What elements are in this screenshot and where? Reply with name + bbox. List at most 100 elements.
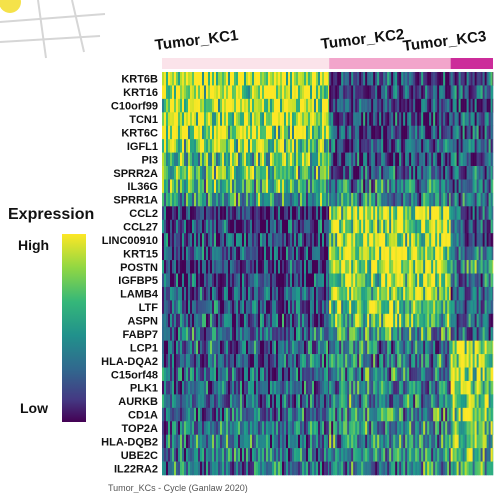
heatmap-cell (437, 139, 440, 153)
heatmap-cell (423, 300, 426, 315)
heatmap-cell (429, 112, 432, 127)
heatmap-cell (216, 179, 219, 194)
heatmap-cell (306, 273, 309, 288)
heatmap-cell (341, 246, 344, 261)
heatmap-cell (166, 313, 169, 328)
heatmap-cell (345, 367, 348, 382)
heatmap-cell (391, 139, 394, 153)
heatmap-cell (278, 246, 281, 261)
heatmap-cell (292, 273, 295, 288)
heatmap-cell (240, 98, 243, 113)
heatmap-cell (184, 367, 187, 382)
heatmap-cell (407, 461, 410, 476)
heatmap-cell (204, 85, 207, 100)
heatmap-cell (188, 112, 191, 127)
heatmap-cell (458, 166, 461, 180)
heatmap-cell (316, 394, 319, 409)
heatmap-cell (312, 166, 315, 180)
heatmap-cell (286, 219, 289, 234)
heatmap-cell (164, 112, 167, 127)
heatmap-cell (474, 300, 477, 315)
heatmap-cell (387, 192, 390, 207)
heatmap-cell (335, 367, 338, 382)
heatmap-cell (286, 233, 289, 247)
heatmap-cell (270, 354, 273, 368)
heatmap-cell (252, 125, 255, 140)
heatmap-cell (395, 152, 398, 167)
heatmap-cell (176, 72, 179, 86)
heatmap-cell (178, 273, 181, 288)
heatmap-cell (445, 367, 448, 382)
heatmap-cell (375, 179, 378, 194)
heatmap-cell (447, 380, 450, 395)
heatmap-cell (343, 125, 346, 140)
heatmap-cell (385, 72, 388, 86)
heatmap-cell (264, 327, 267, 341)
heatmap-cell (174, 367, 177, 382)
heatmap-cell (361, 394, 364, 409)
heatmap-cell (246, 313, 249, 328)
heatmap-cell (429, 273, 432, 288)
heatmap-cell (335, 179, 338, 194)
heatmap-cell (178, 260, 181, 274)
heatmap-cell (224, 380, 227, 395)
heatmap-cell (425, 98, 428, 113)
heatmap-cell (403, 233, 406, 247)
heatmap-cell (296, 394, 299, 409)
heatmap-cell (492, 206, 494, 221)
heatmap-cell (429, 179, 432, 194)
heatmap-cell (218, 152, 221, 167)
heatmap-cell (284, 380, 287, 395)
heatmap-cell (460, 300, 463, 315)
heatmap-cell (371, 125, 374, 140)
heatmap-cell (276, 354, 279, 368)
heatmap-cell (248, 327, 251, 341)
heatmap-cell (214, 192, 217, 207)
heatmap-cell (468, 407, 471, 422)
heatmap-cell (272, 327, 275, 341)
heatmap-cell (474, 219, 477, 234)
heatmap-cell (427, 192, 430, 207)
heatmap-cell (371, 367, 374, 382)
heatmap-cell (280, 327, 283, 341)
heatmap-cell (256, 407, 259, 422)
heatmap-cell (322, 192, 325, 207)
heatmap-cell (357, 233, 360, 247)
heatmap-cell (286, 273, 289, 288)
heatmap-cell (460, 85, 463, 100)
heatmap-cell (194, 260, 197, 274)
heatmap-cell (328, 166, 330, 180)
heatmap-cell (280, 407, 283, 422)
heatmap-cell (310, 166, 313, 180)
heatmap-cell (224, 286, 227, 301)
heatmap-cell (244, 139, 247, 153)
heatmap-cell (454, 72, 457, 86)
heatmap-cell (409, 286, 412, 301)
heatmap-cell (224, 152, 227, 167)
heatmap-cell (206, 233, 209, 247)
heatmap-cell (228, 246, 231, 261)
heatmap-cell (194, 98, 197, 113)
heatmap-cell (385, 246, 388, 261)
heatmap-cell (242, 246, 245, 261)
heatmap-cell (427, 394, 430, 409)
heatmap-cell (320, 300, 323, 315)
heatmap-cell (300, 125, 303, 140)
heatmap-cell (294, 286, 297, 301)
heatmap-cell (244, 421, 247, 436)
heatmap-cell (351, 394, 354, 409)
heatmap-cell (234, 166, 237, 180)
heatmap-cell (310, 125, 313, 140)
heatmap-cell (373, 166, 376, 180)
heatmap-cell (266, 327, 269, 341)
heatmap-cell (324, 421, 327, 436)
heatmap-cell (447, 139, 450, 153)
heatmap-cell (359, 72, 362, 86)
heatmap-cell (373, 72, 376, 86)
heatmap-cell (170, 139, 173, 153)
heatmap-cell (389, 260, 392, 274)
heatmap-cell (429, 233, 432, 247)
heatmap-cell (256, 219, 259, 234)
heatmap-cell (447, 367, 450, 382)
heatmap-cell (409, 139, 412, 153)
